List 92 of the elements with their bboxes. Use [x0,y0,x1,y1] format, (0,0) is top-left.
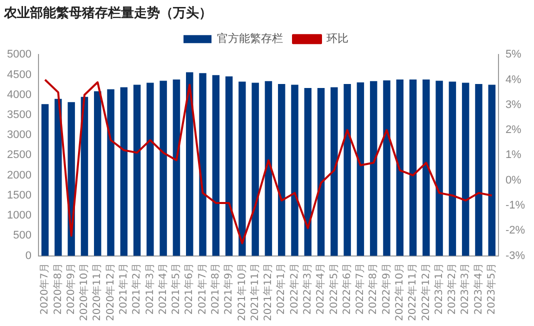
x-tick-label: 2023年3月 [459,262,472,315]
x-tick-label: 2022年10月 [393,262,406,322]
bar [107,89,114,256]
bar [80,96,88,256]
y-tick-label: 5000 [6,48,32,61]
bar [422,80,430,256]
bar [133,84,141,256]
x-tick-label: 2021年7月 [196,262,208,315]
bar [146,82,154,256]
bar [212,75,220,256]
x-tick-label: 2020年11月 [91,262,104,322]
bar [120,87,128,256]
x-tick-label: 2022年1月 [275,262,288,315]
x-tick-label: 2022年8月 [367,262,380,315]
bar [356,82,364,256]
bar [317,88,325,256]
y2-tick-label: -2% [505,224,526,237]
bar [462,82,470,256]
bar [278,84,286,256]
bar [94,91,102,256]
x-tick-label: 2020年10月 [78,262,90,322]
bar [304,88,312,256]
x-tick-label: 2020年12月 [104,262,116,322]
x-tick-label: 2021年9月 [222,262,235,315]
bar [370,81,378,256]
y2-tick-label: 5% [505,48,522,61]
bar [396,80,404,256]
x-tick-label: 2022年12月 [420,262,432,322]
y-tick-label: 3000 [6,129,32,142]
x-tick-label: 2022年2月 [288,262,300,315]
y2-tick-label: -1% [505,200,526,212]
legend-label: 环比 [326,32,348,45]
bar [291,84,298,256]
bar [225,76,233,256]
x-tick-label: 2020年7月 [38,262,51,315]
bar [448,82,456,256]
y-tick-label: 4000 [6,88,32,101]
x-tick-label: 2021年6月 [183,262,196,315]
bar [160,80,167,256]
bar [409,80,417,256]
y-tick-label: 2000 [6,169,32,182]
x-tick-label: 2022年7月 [354,262,366,315]
y-tick-label: 3500 [6,109,32,121]
x-tick-label: 2021年2月 [130,262,143,315]
y2-tick-label: 4% [505,74,522,86]
y-tick-label: 0 [25,250,32,262]
y-tick-label: 1000 [6,210,32,222]
x-tick-label: 2021年10月 [236,262,248,322]
x-tick-label: 2022年6月 [340,262,353,315]
bar [186,72,194,256]
x-tick-label: 2021年1月 [117,262,130,315]
x-tick-label: 2020年8月 [52,262,64,315]
bar [252,82,259,256]
y2-tick-label: 3% [505,98,522,111]
y2-tick-label: -3% [505,250,526,262]
x-tick-label: 2021年8月 [209,262,222,315]
bar [475,84,482,256]
bar [54,98,62,256]
x-tick-label: 2023年2月 [446,262,458,315]
y-tick-label: 500 [13,230,32,242]
y-tick-label: 4500 [6,68,32,81]
bar [41,104,49,256]
bar [436,80,443,256]
x-tick-label: 2021年5月 [170,262,182,315]
y-tick-label: 1500 [6,189,32,202]
x-tick-label: 2023年5月 [485,262,498,315]
bar [344,84,351,256]
y-tick-label: 2500 [6,149,32,162]
y2-tick-label: 0% [505,174,522,186]
x-tick-label: 2023年4月 [472,262,484,315]
bar [199,73,206,256]
x-tick-label: 2021年12月 [262,262,274,322]
x-tick-label: 2020年9月 [64,262,77,315]
x-tick-label: 2022年11月 [406,262,419,322]
x-tick-label: 2022年9月 [380,262,392,315]
bar [264,81,272,256]
bar [488,84,496,256]
x-tick-label: 2023年1月 [432,262,445,315]
x-tick-label: 2022年5月 [328,262,340,315]
bar [330,87,338,256]
x-tick-label: 2022年3月 [301,262,314,315]
x-tick-label: 2021年3月 [144,262,156,315]
legend-label: 官方能繁存栏 [217,32,283,45]
bar [172,80,180,256]
x-tick-label: 2022年4月 [314,262,327,315]
chart-title: 农业部能繁母猪存栏量走势（万头） [3,5,212,22]
y2-tick-label: 2% [505,124,522,136]
bar [383,80,390,256]
bar [238,82,246,256]
x-tick-label: 2021年11月 [248,262,261,322]
y2-tick-label: 1% [505,149,522,162]
x-tick-label: 2021年4月 [156,262,169,315]
